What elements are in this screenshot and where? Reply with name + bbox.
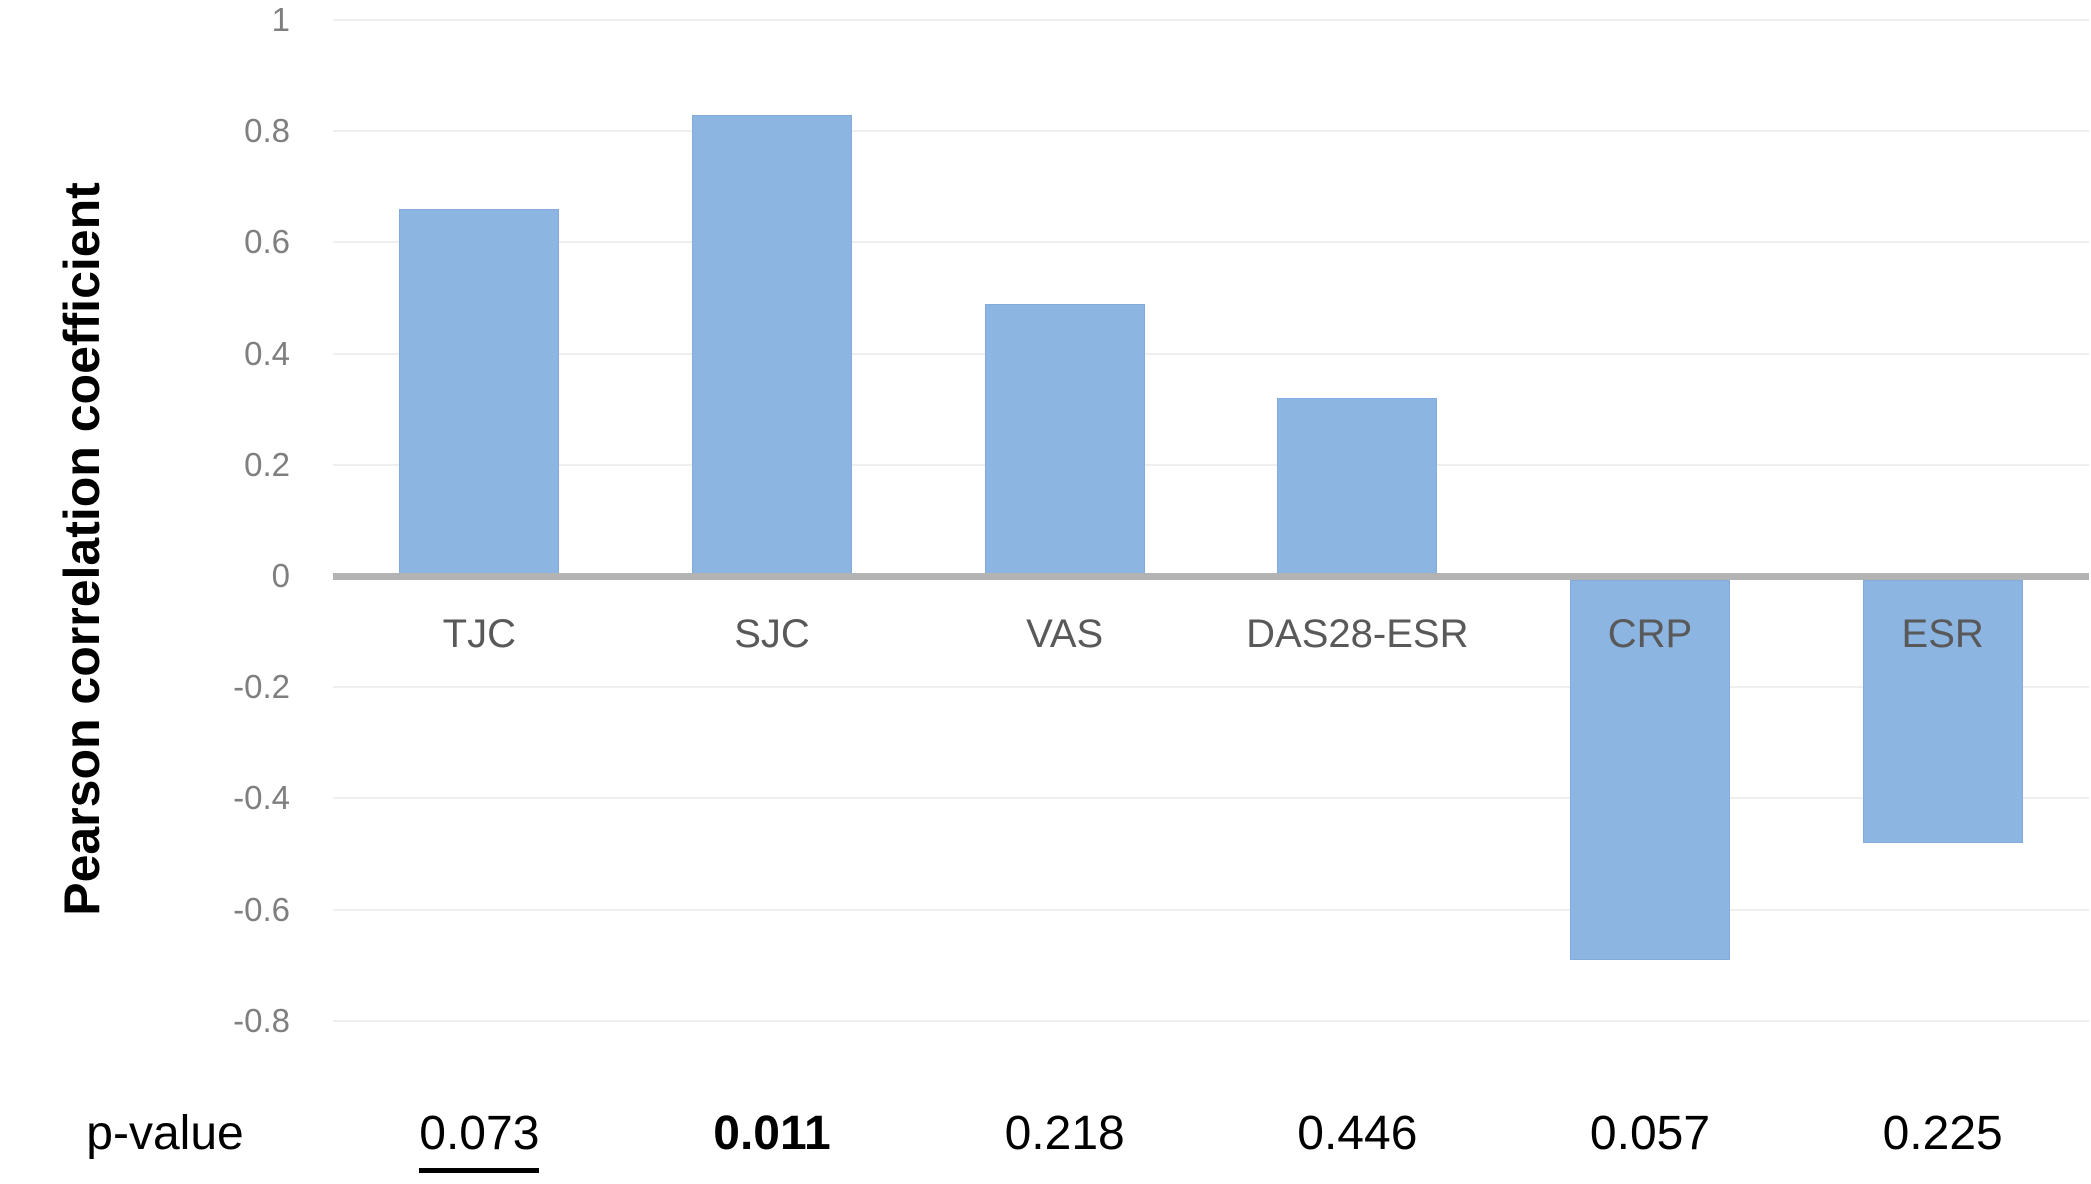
bar-esr xyxy=(1862,580,2023,843)
gridline xyxy=(333,686,2089,689)
bar-das28-esr xyxy=(1277,398,1438,576)
category-label-sjc: SJC xyxy=(734,612,810,656)
y-tick--0.4: -0.4 xyxy=(233,779,290,817)
p-value-vas: 0.218 xyxy=(918,1106,1211,1162)
x-axis-line xyxy=(333,573,2089,580)
y-tick-0.8: 0.8 xyxy=(244,112,290,150)
p-value-esr: 0.225 xyxy=(1796,1106,2089,1162)
p-value-crp: 0.057 xyxy=(1504,1106,1797,1162)
p-value-tjc: 0.073 xyxy=(333,1106,626,1173)
y-tick--0.2: -0.2 xyxy=(233,668,290,706)
bar-vas xyxy=(984,303,1145,576)
y-tick-0.2: 0.2 xyxy=(244,445,290,483)
category-label-crp: CRP xyxy=(1607,612,1693,656)
category-label-esr: ESR xyxy=(1901,612,1984,656)
p-value-das28-esr: 0.446 xyxy=(1211,1106,1504,1162)
p-value-row-label: p-value xyxy=(86,1107,244,1160)
gridline xyxy=(333,1019,2089,1022)
gridline xyxy=(333,908,2089,911)
p-value-text: 0.073 xyxy=(419,1106,540,1173)
category-label-vas: VAS xyxy=(1026,612,1104,656)
y-tick-1: 1 xyxy=(271,1,290,38)
y-tick-0: 0 xyxy=(271,557,290,594)
gridline xyxy=(333,241,2089,244)
y-tick--0.8: -0.8 xyxy=(233,1001,290,1039)
gridline xyxy=(333,463,2089,466)
category-label-tjc: TJC xyxy=(442,612,516,656)
category-label-das28-esr: DAS28-ESR xyxy=(1246,612,1469,656)
p-value-text: 0.225 xyxy=(1882,1107,2003,1160)
p-value-text: 0.446 xyxy=(1297,1107,1418,1160)
p-value-text: 0.011 xyxy=(713,1107,831,1160)
y-tick-0.6: 0.6 xyxy=(244,223,290,261)
gridline xyxy=(333,797,2089,800)
gridline xyxy=(333,19,2089,21)
bar-sjc xyxy=(692,114,852,576)
gridline xyxy=(333,352,2089,355)
y-tick-0.4: 0.4 xyxy=(244,334,290,372)
p-value-text: 0.057 xyxy=(1589,1107,1711,1160)
gridline xyxy=(333,130,2089,133)
p-value-text: 0.218 xyxy=(1004,1107,1125,1160)
y-tick--0.6: -0.6 xyxy=(233,890,290,928)
bar-crp xyxy=(1570,580,1730,960)
p-value-sjc: 0.011 xyxy=(626,1106,919,1162)
bar-tjc xyxy=(399,209,560,576)
